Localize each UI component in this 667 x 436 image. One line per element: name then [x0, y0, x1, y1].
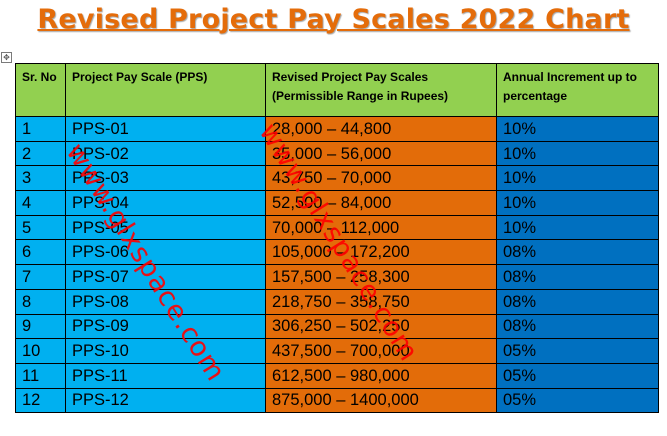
cell-increment: 05%: [496, 338, 659, 364]
table-row: 2 PPS-02 35,000 – 56,000 10%: [15, 140, 659, 167]
cell-sr-no: 10: [15, 338, 66, 364]
header-pay-range: Revised Project Pay Scales (Permissible …: [265, 63, 497, 117]
table-row: 9 PPS-09 306,250 – 502,250 08%: [15, 313, 659, 340]
table-row: 7 PPS-07 157,500 – 258,300 08%: [15, 264, 659, 290]
cell-increment: 10%: [496, 190, 659, 216]
cell-pay-range: 28,000 – 44,800: [265, 116, 497, 142]
table-row: 5 PPS-05 70,000 – 112,000 10%: [15, 214, 659, 241]
table-row: 11 PPS-11 612,500 – 980,000 05%: [15, 362, 659, 389]
cell-pay-range: 157,500 – 258,300: [265, 264, 497, 290]
cell-sr-no: 3: [15, 165, 66, 192]
cell-pay-scale: PPS-06: [65, 239, 266, 266]
header-project-pay-scale: Project Pay Scale (PPS): [65, 63, 266, 117]
cell-increment: 10%: [496, 116, 659, 142]
cell-pay-scale: PPS-08: [65, 288, 266, 315]
cell-increment: 10%: [496, 214, 659, 241]
cell-sr-no: 7: [15, 264, 66, 290]
cell-increment: 08%: [496, 264, 659, 290]
cell-sr-no: 11: [15, 362, 66, 389]
table-move-handle-icon[interactable]: ✥: [1, 52, 12, 63]
cell-sr-no: 5: [15, 214, 66, 241]
cell-sr-no: 1: [15, 116, 66, 142]
cell-sr-no: 8: [15, 288, 66, 315]
cell-pay-range: 218,750 – 358,750: [265, 288, 497, 315]
cell-pay-scale: PPS-01: [65, 116, 266, 142]
cell-pay-scale: PPS-05: [65, 214, 266, 241]
cell-pay-range: 612,500 – 980,000: [265, 362, 497, 389]
cell-increment: 08%: [496, 313, 659, 340]
cell-pay-scale: PPS-07: [65, 264, 266, 290]
cell-pay-scale: PPS-02: [65, 140, 266, 167]
cell-pay-range: 52,500 – 84,000: [265, 190, 497, 216]
cell-pay-range: 35,000 – 56,000: [265, 140, 497, 167]
table-row: 6 PPS-06 105,000 – 172,200 08%: [15, 239, 659, 266]
cell-pay-scale: PPS-11: [65, 362, 266, 389]
cell-pay-scale: PPS-10: [65, 338, 266, 364]
cell-sr-no: 2: [15, 140, 66, 167]
cell-sr-no: 6: [15, 239, 66, 266]
cell-pay-scale: PPS-03: [65, 165, 266, 192]
cell-pay-range: 70,000 – 112,000: [265, 214, 497, 241]
cell-sr-no: 4: [15, 190, 66, 216]
page-title: Revised Project Pay Scales 2022 Chart: [37, 4, 630, 35]
header-annual-increment: Annual Increment up to percentage: [496, 63, 659, 117]
cell-pay-scale: PPS-04: [65, 190, 266, 216]
cell-pay-range: 105,000 – 172,200: [265, 239, 497, 266]
cell-sr-no: 9: [15, 313, 66, 340]
cell-increment: 08%: [496, 288, 659, 315]
cell-pay-scale: PPS-12: [65, 387, 266, 414]
cell-increment: 05%: [496, 362, 659, 389]
cell-increment: 10%: [496, 140, 659, 167]
cell-pay-range: 306,250 – 502,250: [265, 313, 497, 340]
cell-pay-range: 43,750 – 70,000: [265, 165, 497, 192]
cell-increment: 08%: [496, 239, 659, 266]
cell-pay-range: 875,000 – 1400,000: [265, 387, 497, 414]
table-header-row: Sr. No Project Pay Scale (PPS) Revised P…: [15, 63, 659, 117]
table-row: 10 PPS-10 437,500 – 700,000 05%: [15, 338, 659, 364]
cell-increment: 05%: [496, 387, 659, 414]
cell-pay-scale: PPS-09: [65, 313, 266, 340]
cell-sr-no: 12: [15, 387, 66, 414]
table-row: 3 PPS-03 43,750 – 70,000 10%: [15, 165, 659, 192]
cell-increment: 10%: [496, 165, 659, 192]
cell-pay-range: 437,500 – 700,000: [265, 338, 497, 364]
pay-scale-table: Sr. No Project Pay Scale (PPS) Revised P…: [15, 63, 659, 414]
table-row: 8 PPS-08 218,750 – 358,750 08%: [15, 288, 659, 315]
table-row: 4 PPS-04 52,500 – 84,000 10%: [15, 190, 659, 216]
header-sr-no: Sr. No: [15, 63, 66, 117]
table-row: 1 PPS-01 28,000 – 44,800 10%: [15, 116, 659, 142]
table-row: 12 PPS-12 875,000 – 1400,000 05%: [15, 387, 659, 414]
